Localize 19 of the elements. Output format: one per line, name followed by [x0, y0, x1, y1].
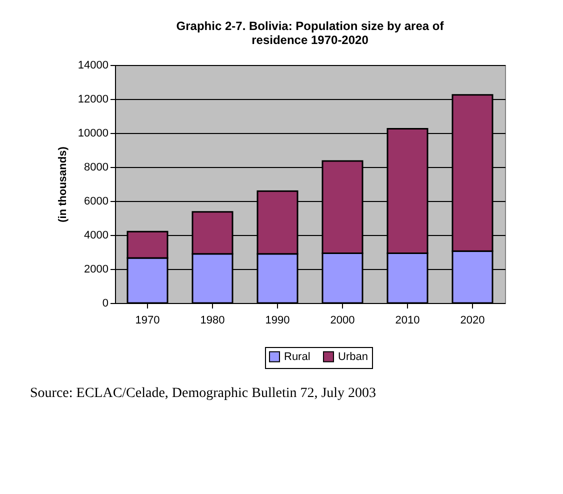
y-tick-label: 14000	[78, 60, 108, 72]
x-tick-label: 2020	[460, 314, 485, 326]
y-tick-label: 8000	[84, 162, 108, 174]
y-axis-title: (in thousands)	[56, 146, 69, 222]
x-tick-label: 2000	[330, 314, 355, 326]
x-tick-label: 1990	[265, 314, 290, 326]
chart-title: Graphic 2-7. Bolivia: Population size by area of residence 1970-2020	[176, 19, 445, 47]
x-tick-label: 1980	[200, 314, 225, 326]
y-tick-label: 2000	[84, 264, 108, 276]
x-tick-label: 2010	[395, 314, 420, 326]
x-tick-label: 1970	[135, 314, 160, 326]
y-tick-label: 6000	[84, 196, 108, 208]
y-tick-label: 0	[102, 298, 108, 310]
y-tick-label: 10000	[78, 128, 108, 140]
y-tick-label: 4000	[84, 230, 108, 242]
source-note: Source: ECLAC/Celade, Demographic Bulletin 72, July 2003	[30, 386, 376, 401]
legend-label: Urban	[338, 350, 368, 363]
legend-label: Rural	[284, 350, 310, 363]
y-tick-label: 12000	[78, 94, 108, 106]
